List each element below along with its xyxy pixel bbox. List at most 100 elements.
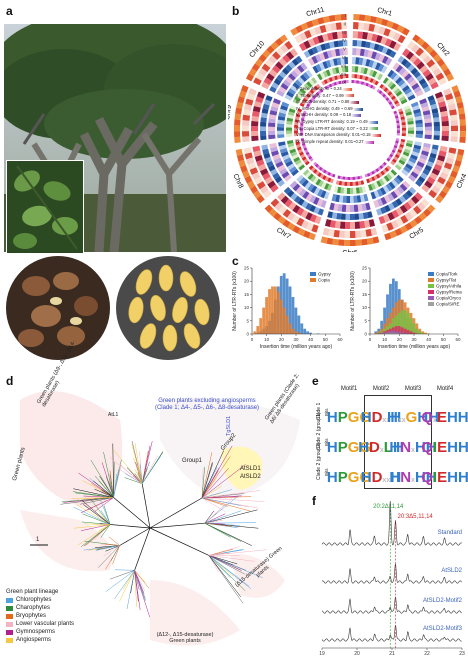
hist-bar — [421, 331, 425, 334]
legend-swatch — [428, 284, 434, 288]
circos-ring-segment — [428, 156, 436, 164]
circos-ring-segment — [321, 80, 326, 86]
circos-ring-segment — [318, 166, 323, 171]
circos-ring-segment — [255, 58, 264, 67]
circos-ring-segment — [403, 201, 412, 211]
circos-ring-segment — [365, 58, 371, 67]
circos-ring-segment — [382, 168, 388, 174]
circos-ring-segment — [300, 117, 305, 121]
circos-ring-segment — [401, 70, 410, 79]
circos-ring-segment — [329, 178, 334, 184]
circos-ring-segment — [384, 38, 393, 47]
circos-ring-segment — [395, 217, 404, 227]
circos-ring-segment — [436, 58, 445, 67]
circos-ring-segment — [277, 179, 285, 187]
tree-leaf-branch — [204, 510, 215, 524]
circos-ring-segment — [441, 135, 449, 142]
circos-ring-segment — [393, 188, 402, 197]
circos-ring-segment — [300, 132, 304, 136]
circos-ring-segment — [310, 175, 317, 183]
circos-legend-row: IX, Simple repeat density: 0.01~0.27 — [296, 139, 406, 146]
circos-ring-segment — [353, 14, 360, 21]
circos-ring-segment — [391, 105, 395, 110]
circos-ring-segment — [288, 201, 297, 211]
circos-ring-segment — [421, 106, 430, 112]
hist-bar — [400, 332, 404, 334]
circos-ring-segment — [393, 88, 401, 95]
circos-ring-segment — [400, 138, 406, 143]
circos-ring-segment — [256, 159, 265, 167]
circos-ring-segment — [277, 130, 285, 135]
tree-leaf-branch — [204, 513, 226, 524]
hist-bar — [297, 332, 301, 334]
circos-ring-segment — [274, 202, 284, 211]
motif-letter: H — [392, 438, 404, 456]
circos-ring-segment — [441, 185, 451, 194]
circos-ring-segment — [266, 73, 275, 82]
circos-ring-segment — [388, 101, 393, 106]
chromosome-label: Chr8 — [231, 173, 244, 190]
circos-legend-swatch — [343, 94, 354, 98]
x-tick-label: 23 — [459, 651, 465, 656]
circos-ring-segment — [281, 171, 290, 179]
circos-ring-segment — [245, 73, 254, 82]
circos-ring-segment — [310, 97, 315, 102]
circos-ring-segment — [274, 37, 284, 47]
circos-ring-segment — [292, 204, 301, 214]
tree-leaf-branch — [78, 472, 114, 498]
circos-ring-segment — [457, 107, 465, 115]
circos-ring-segment — [376, 198, 384, 207]
circos-ring-segment — [389, 83, 397, 90]
motif-letter: N — [400, 438, 412, 456]
hist-bar — [377, 328, 381, 334]
circos-ring-segment — [323, 191, 330, 200]
circos-legend-text: V, mCHH density: 0.09 ~ 0.18 — [296, 112, 352, 118]
circos-ring-segment — [394, 100, 399, 105]
circos-ring-segment — [412, 105, 420, 111]
circos-legend-row: I, Gene density: 0 ~ 0.24 — [296, 86, 406, 93]
circos-ring-segment — [345, 80, 349, 84]
circos-ring-segment — [305, 212, 313, 221]
circos-ring-segment — [262, 49, 271, 58]
circos-ring-segment — [240, 84, 249, 93]
circos-ring-segment — [288, 145, 296, 151]
circos-ring-segment — [396, 127, 400, 131]
phylogenetic-tree — [20, 391, 300, 646]
legend-swatch — [428, 302, 434, 306]
legend-label: Gypsy/Tat — [436, 278, 457, 283]
ring-label: II — [343, 21, 346, 26]
circos-ring-segment — [300, 122, 304, 126]
circos-ring-segment — [355, 239, 362, 246]
circos-ring-segment — [295, 93, 303, 100]
circos-ring-segment — [312, 95, 317, 100]
circos-ring-segment — [386, 222, 394, 231]
circos-ring-segment — [400, 141, 405, 146]
circos-ring-segment — [279, 71, 287, 79]
motif-letter: H — [414, 468, 426, 486]
tree-leaf-branch — [104, 543, 120, 546]
circos-ring-segment — [340, 187, 345, 194]
circos-ring-segment — [374, 52, 382, 61]
motif-letter: G — [359, 438, 372, 456]
circos-ring-segment — [371, 33, 378, 42]
circos-ring-segment — [314, 163, 319, 168]
circos-ring-segment — [350, 213, 355, 220]
motif-letter: H — [326, 468, 338, 486]
circos-ring-segment — [294, 79, 303, 87]
circos-ring-segment — [421, 41, 430, 50]
circos-ring-segment — [404, 73, 412, 81]
circos-ring-segment — [393, 156, 399, 161]
circos-ring-segment — [279, 108, 287, 114]
circos-ring-segment — [419, 98, 428, 105]
circos-ring-segment — [368, 59, 375, 68]
label-group1: Group1 — [182, 458, 203, 464]
circos-ring-segment — [402, 48, 411, 57]
circos-ring-segment — [375, 17, 383, 25]
circos-ring-segment — [266, 160, 274, 168]
circos-ring-segment — [439, 171, 449, 180]
circos-ring-segment — [277, 164, 286, 172]
circos-ring-segment — [251, 171, 261, 180]
circos-ring-segment — [418, 157, 427, 165]
circos-ring-segment — [360, 180, 365, 185]
